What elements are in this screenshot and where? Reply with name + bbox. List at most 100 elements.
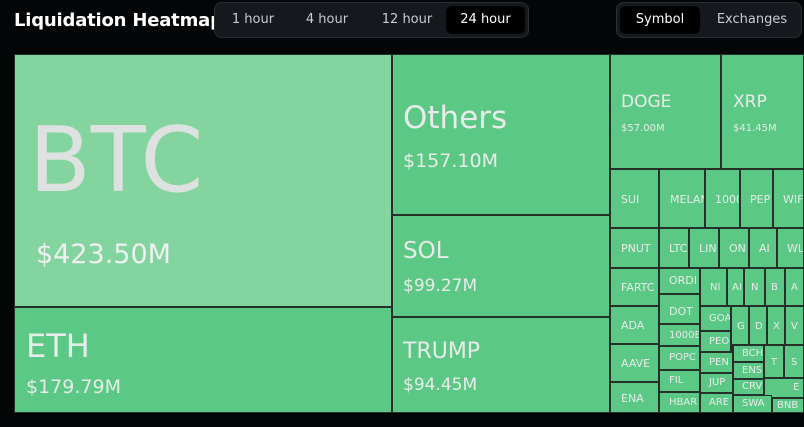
tile-value: $94.45M — [403, 375, 478, 395]
tile-symbol: ENA — [621, 392, 644, 405]
liquidation-heatmap: BTC $423.50M ETH $179.79M Others $157.10… — [14, 54, 804, 413]
tile-value: $423.50M — [36, 239, 171, 270]
tile-eth[interactable]: ETH $179.79M — [14, 307, 392, 413]
tile-symbol: WL — [787, 242, 804, 255]
tile-dot[interactable]: DOT — [659, 294, 700, 324]
tile-symbol: ORDI — [669, 274, 698, 287]
tile-bch[interactable]: BCH — [733, 345, 764, 362]
tab-12-hour[interactable]: 12 hour — [381, 12, 433, 27]
tile-symbol: CRV — [742, 381, 763, 392]
tile-sui[interactable]: SUI — [610, 169, 659, 228]
tile-popcat[interactable]: POPC — [659, 346, 700, 370]
tile-others[interactable]: Others $157.10M — [392, 54, 610, 215]
tile-symbol: BNB — [777, 400, 799, 411]
tile-s[interactable]: S — [784, 345, 804, 378]
tile-ada[interactable]: ADA — [610, 306, 659, 344]
tile-pengu[interactable]: PEN — [700, 352, 733, 373]
tile-sol[interactable]: SOL $99.27M — [392, 215, 610, 317]
tile-ltc[interactable]: LTC — [659, 228, 689, 268]
tile-symbol: ADA — [621, 319, 645, 332]
tile-1000e[interactable]: 1000E — [659, 324, 700, 346]
tile-symbol: ON — [729, 242, 746, 255]
tile-symbol: LTC — [669, 242, 688, 255]
tile-d[interactable]: D — [749, 306, 767, 345]
tile-v[interactable]: V — [785, 306, 804, 345]
tile-hbar[interactable]: HBAR — [659, 392, 700, 413]
tile-value: $99.27M — [403, 276, 478, 296]
tile-fil[interactable]: FIL — [659, 370, 700, 392]
tile-symbol: SOL — [403, 238, 449, 264]
tile-symbol: LIN — [699, 242, 717, 255]
tile-t[interactable]: T — [764, 345, 784, 378]
tile-symbol: V — [791, 321, 798, 332]
tile-link[interactable]: LIN — [689, 228, 719, 268]
tile-symbol: SWA — [742, 398, 765, 409]
view-mode-tabs: Symbol Exchanges — [616, 2, 802, 38]
tile-swarms[interactable]: SWA — [733, 395, 772, 413]
tile-wld[interactable]: WL — [777, 228, 804, 268]
tile-symbol: PEN — [709, 357, 729, 368]
tile-symbol: JUP — [709, 377, 726, 388]
tile-n[interactable]: N — [744, 268, 765, 306]
tile-bnb[interactable]: BNB — [772, 398, 804, 413]
tile-pnut[interactable]: PNUT — [610, 228, 659, 268]
tile-arb[interactable]: ARE — [700, 393, 733, 413]
tile-doge[interactable]: DOGE $57.00M — [610, 54, 721, 169]
tile-melania[interactable]: MELAN — [659, 169, 705, 228]
tile-x[interactable]: X — [767, 306, 785, 345]
tile-symbol: 1000 — [715, 193, 739, 206]
tile-jup[interactable]: JUP — [700, 373, 733, 393]
tab-exchanges[interactable]: Exchanges — [716, 12, 788, 27]
tile-symbol: A — [791, 282, 798, 293]
tile-symbol: ARE — [709, 397, 730, 408]
tile-symbol: AAVE — [621, 357, 651, 370]
tile-symbol: PEP — [750, 193, 771, 206]
tile-symbol: AI — [732, 282, 742, 293]
tile-symbol: BTC — [29, 108, 204, 213]
tile-people[interactable]: PEO — [700, 331, 731, 352]
tile-aave[interactable]: AAVE — [610, 344, 659, 382]
tile-symbol: GOA — [709, 313, 731, 324]
time-range-tabs: 1 hour 4 hour 12 hour 24 hour — [214, 2, 529, 38]
tile-symbol: FIL — [669, 375, 684, 386]
tile-symbol: XRP — [733, 92, 767, 112]
tile-xrp[interactable]: XRP $41.45M — [721, 54, 804, 169]
tile-ni[interactable]: NI — [700, 268, 727, 306]
tile-goat[interactable]: GOA — [700, 306, 731, 331]
tile-value: $41.45M — [733, 123, 777, 134]
tile-1000[interactable]: 1000 — [705, 169, 740, 228]
tab-1-hour[interactable]: 1 hour — [231, 12, 275, 27]
tile-btc[interactable]: BTC $423.50M — [14, 54, 392, 307]
tile-b[interactable]: B — [765, 268, 785, 306]
tile-symbol: S — [791, 357, 798, 368]
tile-symbol: POPC — [669, 352, 696, 363]
tile-value: $57.00M — [621, 123, 665, 134]
tile-pepe[interactable]: PEP — [740, 169, 773, 228]
tile-ai[interactable]: AI — [749, 228, 777, 268]
tile-ens[interactable]: ENS — [733, 362, 764, 379]
tile-symbol: E — [793, 382, 800, 393]
tile-symbol: AI — [759, 242, 770, 255]
tile-g[interactable]: G — [731, 306, 749, 345]
tile-symbol: T — [771, 357, 778, 368]
tile-ena[interactable]: ENA — [610, 382, 659, 413]
tile-symbol: N — [751, 282, 759, 293]
tile-symbol: SUI — [621, 193, 640, 206]
tile-crv[interactable]: CRV — [733, 379, 764, 395]
tab-symbol[interactable]: Symbol — [620, 6, 700, 34]
tab-24-hour[interactable]: 24 hour — [446, 6, 525, 34]
tile-ondo[interactable]: ON — [719, 228, 749, 268]
tile-trump[interactable]: TRUMP $94.45M — [392, 317, 610, 413]
tab-4-hour[interactable]: 4 hour — [305, 12, 349, 27]
tile-symbol: HBAR — [669, 397, 698, 408]
tile-a[interactable]: A — [785, 268, 804, 306]
tile-fartcoin[interactable]: FARTC — [610, 268, 659, 306]
tile-symbol: TRUMP — [403, 339, 481, 364]
tile-ai-2[interactable]: AI — [727, 268, 744, 306]
tile-value: $157.10M — [403, 150, 498, 172]
tile-symbol: B — [771, 282, 778, 293]
tile-symbol: DOGE — [621, 92, 672, 112]
tile-ordi[interactable]: ORDI — [659, 268, 700, 294]
tile-symbol: PEO — [709, 336, 730, 347]
tile-wif[interactable]: WIF — [773, 169, 804, 228]
